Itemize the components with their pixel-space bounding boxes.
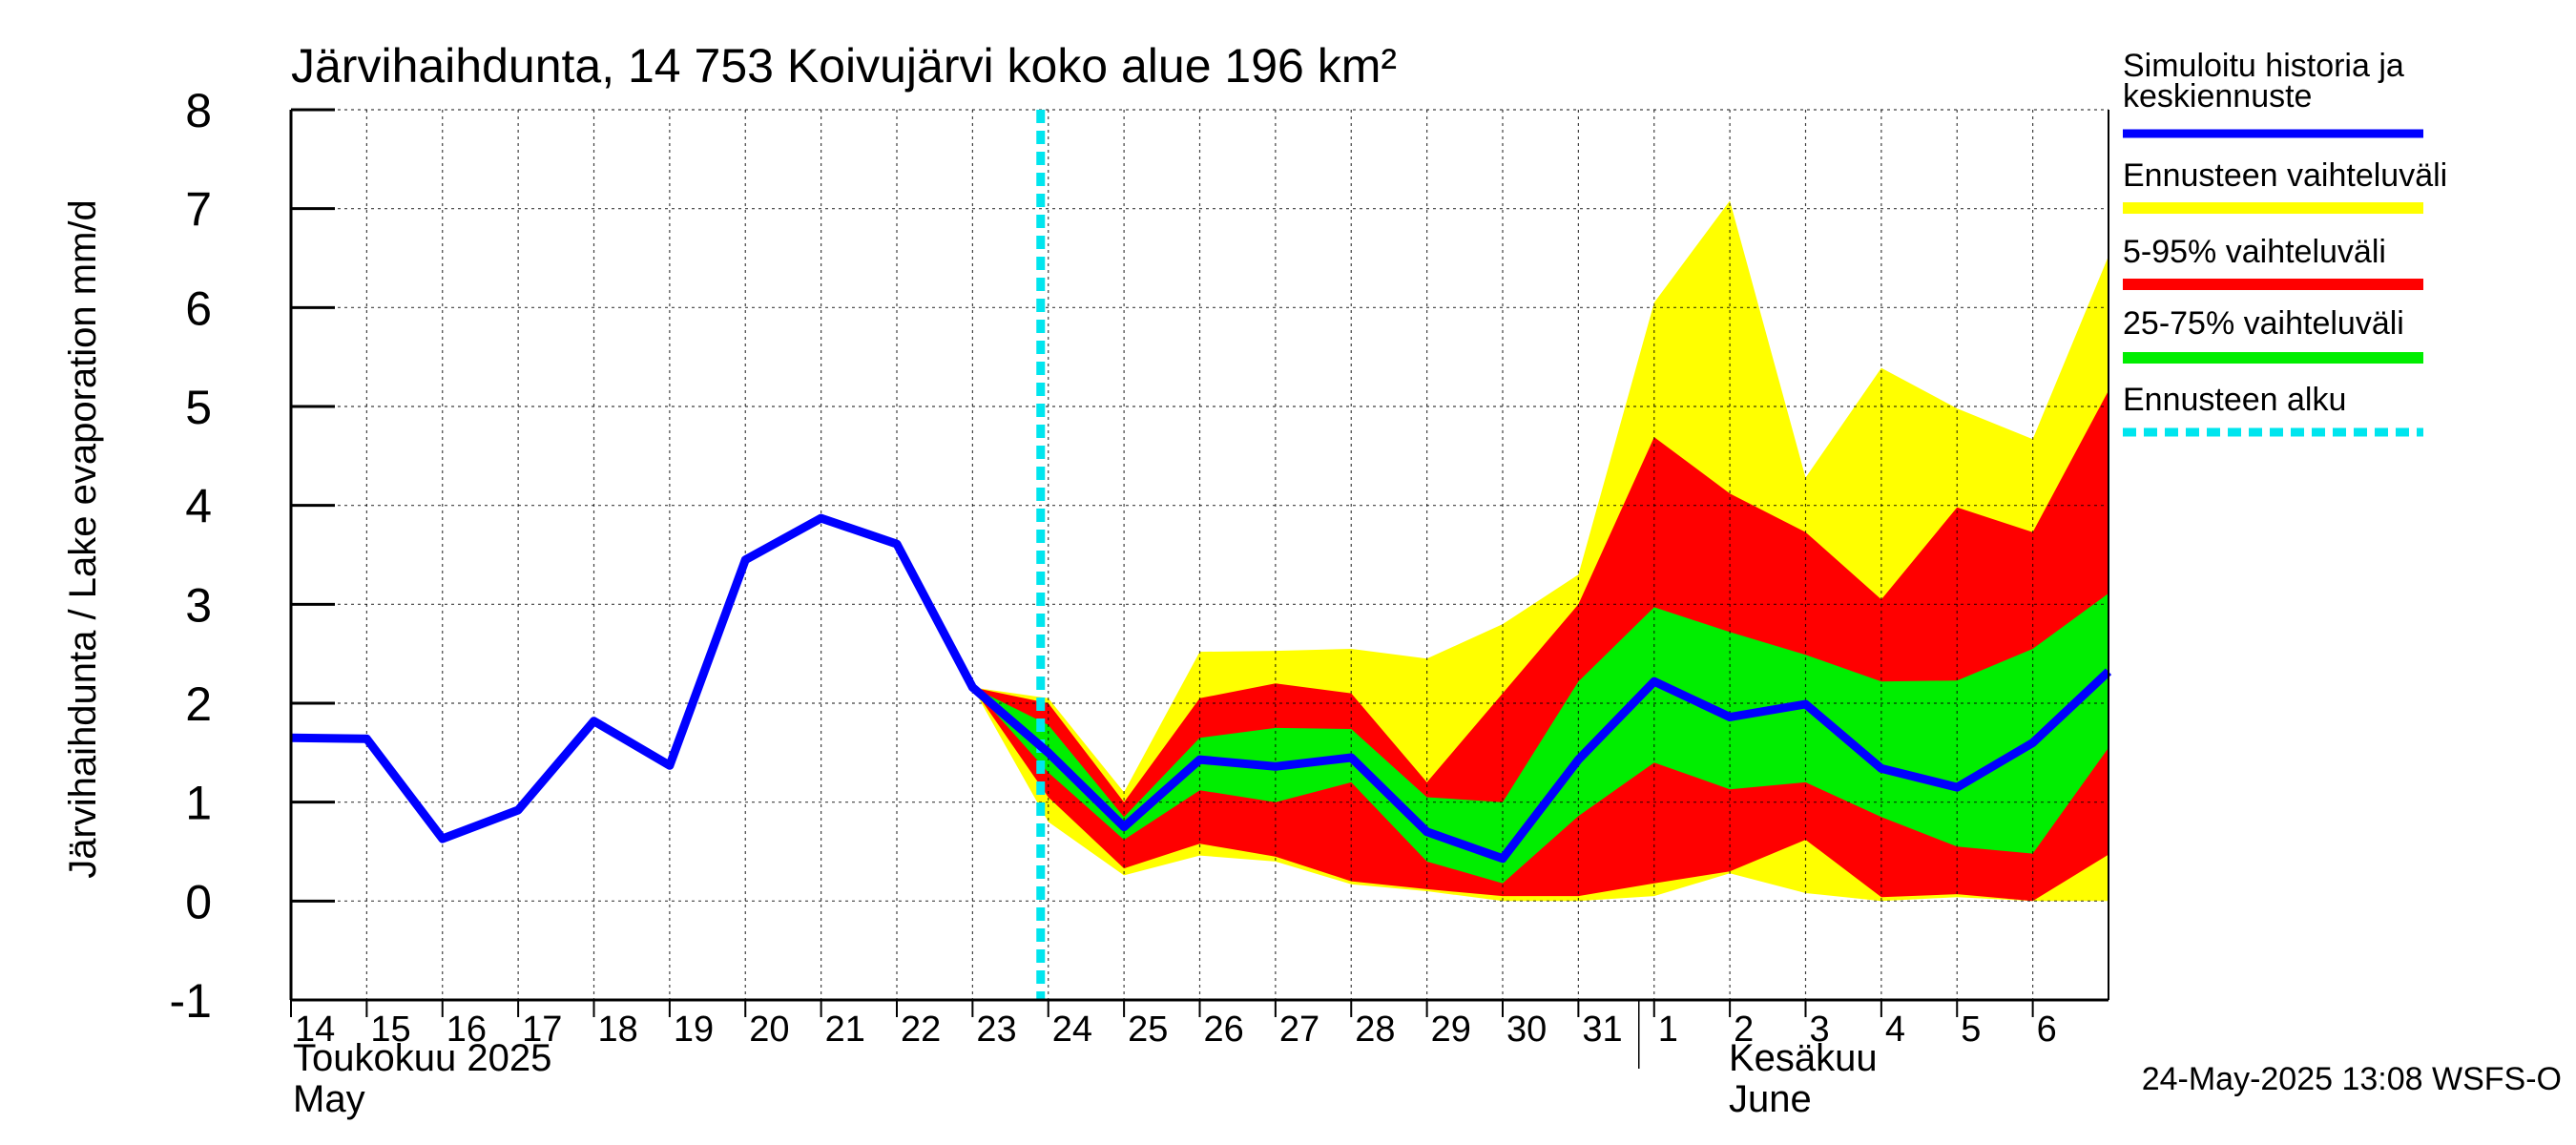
x-tick-label: 28 [1355, 1010, 1395, 1050]
legend-label: 5-95% vaihteluväli [2123, 234, 2386, 270]
median-line [290, 513, 2112, 864]
x-tick-label: 29 [1431, 1010, 1471, 1050]
y-axis-title: Järvihaihdunta / Lake evaporation mm/d [62, 199, 104, 879]
x-tick-label: 27 [1279, 1010, 1319, 1050]
x-tick-label: 30 [1506, 1010, 1547, 1050]
y-tick-label: -1 [170, 974, 212, 1028]
legend-label: keskiennuste [2123, 78, 2312, 114]
x-tick-label: 3 [1810, 1010, 1830, 1050]
y-tick-label: 1 [185, 777, 212, 830]
y-tick-label: 3 [185, 578, 212, 632]
x-tick-label: 15 [370, 1010, 410, 1050]
legend-label: 25-75% vaihteluväli [2123, 305, 2404, 342]
month-label-june-en: June [1729, 1078, 1812, 1120]
x-tick-label: 19 [674, 1010, 714, 1050]
y-tick-label: 8 [185, 84, 212, 137]
band-25-75 [972, 593, 2109, 884]
y-axis-labels: -1 0 1 2 3 4 5 6 7 8 [170, 84, 212, 1028]
y-tick-label: 4 [185, 480, 212, 533]
y-tick-label: 7 [185, 183, 212, 237]
x-tick-label: 24 [1052, 1010, 1092, 1050]
y-tick-label: 2 [185, 677, 212, 731]
x-tick-label: 20 [749, 1010, 789, 1050]
x-tick-label: 25 [1128, 1010, 1168, 1050]
x-tick-label: 4 [1885, 1010, 1905, 1050]
y-tick-label: 6 [185, 281, 212, 335]
month-label-may-en: May [293, 1078, 365, 1120]
x-tick-label: 31 [1582, 1010, 1622, 1050]
series-lines [290, 110, 2112, 1000]
x-tick-label: 1 [1658, 1010, 1678, 1050]
legend-label: Ennusteen alku [2123, 382, 2346, 418]
grid [291, 109, 2109, 1000]
x-tick-label: 5 [1961, 1010, 1981, 1050]
x-tick-label: 26 [1204, 1010, 1244, 1050]
legend-label: Ennusteen vaihteluväli [2123, 157, 2447, 194]
x-tick-label: 16 [447, 1010, 487, 1050]
forecast-bands [972, 200, 2109, 902]
x-tick-label: 14 [295, 1010, 335, 1050]
month-label-may-fi: Toukokuu 2025 [293, 1037, 551, 1079]
x-tick-label: 17 [522, 1010, 562, 1050]
x-tick-label: 6 [2037, 1010, 2057, 1050]
chart-title: Järvihaihdunta, 14 753 Koivujärvi koko a… [291, 39, 1397, 93]
timestamp: 24-May-2025 13:08 WSFS-O [2142, 1061, 2562, 1097]
axes [289, 108, 2109, 1069]
y-tick-label: 0 [185, 875, 212, 928]
legend-label: Simuloitu historia ja [2123, 48, 2404, 84]
y-tick-label: 5 [185, 381, 212, 434]
x-axis-labels: 14 15 16 17 18 19 20 21 22 23 24 25 26 27 28 29 30 31 1 2 3 4… [295, 1010, 2057, 1050]
x-tick-label: 18 [598, 1010, 638, 1050]
x-tick-label: 2 [1734, 1010, 1754, 1050]
x-tick-label: 22 [901, 1010, 941, 1050]
x-tick-label: 23 [976, 1010, 1016, 1050]
month-label-june-fi: Kesäkuu [1729, 1037, 1878, 1079]
x-tick-label: 21 [825, 1010, 865, 1050]
